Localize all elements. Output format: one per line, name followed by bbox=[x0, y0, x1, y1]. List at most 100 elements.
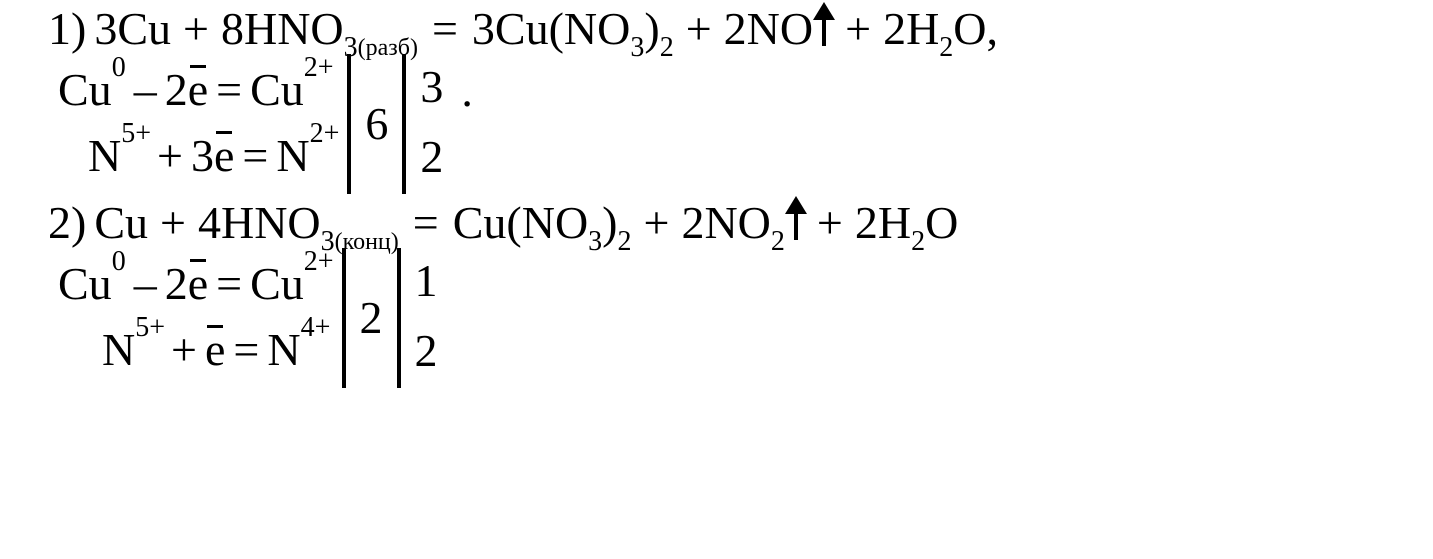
eq1-annot: (разб) bbox=[358, 36, 418, 60]
plus-sign: + bbox=[686, 6, 712, 52]
balance1-reduction: N 5+ + 3 e = N 2+ bbox=[58, 126, 339, 186]
balance2-halfreactions: Cu 0 – 2 e = Cu 2+ N 5+ + e bbox=[58, 248, 334, 388]
gas-arrow-icon bbox=[785, 200, 807, 246]
electron-symbol: e bbox=[188, 67, 208, 113]
eq2-coef-no2: 2 bbox=[681, 200, 704, 246]
b2-ox-ecoef: 2 bbox=[165, 261, 188, 307]
equals-sign: = bbox=[216, 67, 242, 113]
b1-ox-ecoef: 2 bbox=[165, 67, 188, 113]
b2-ox-from: 0 bbox=[112, 248, 126, 276]
eq2-no: NO bbox=[704, 200, 770, 246]
b2-ox-to-sup: 2+ bbox=[304, 248, 334, 276]
eq1-cuno: Cu(NO bbox=[495, 6, 630, 52]
b1-trail: . bbox=[461, 68, 473, 114]
eq1-coef-cu: 3 bbox=[94, 6, 117, 52]
equals-sign: = bbox=[413, 200, 439, 246]
divider-bar-icon bbox=[342, 248, 346, 388]
eq1-hno: HNO bbox=[244, 6, 344, 52]
eq1-cuno-sub2: 2 bbox=[660, 34, 674, 62]
balance2-reduction: N 5+ + e = N 4+ bbox=[58, 320, 334, 380]
plus-sign: + bbox=[183, 6, 209, 52]
eq1-cuno-close: ) bbox=[644, 6, 659, 52]
b1-red-to-sup: 2+ bbox=[310, 120, 340, 148]
electron-symbol: e bbox=[188, 261, 208, 307]
eq2-cuno-sub2: 2 bbox=[618, 228, 632, 256]
equals-sign: = bbox=[432, 6, 458, 52]
electron-symbol: e bbox=[205, 327, 225, 373]
b1-red-to-el: N bbox=[276, 133, 309, 179]
balance1-multipliers: 3 2 bbox=[414, 54, 443, 194]
page-root: 1) 3 Cu + 8 HNO 3 (разб) = 3 Cu(NO 3 ) 2… bbox=[0, 0, 1433, 559]
plus-sign: + bbox=[817, 200, 843, 246]
b2-red-to-sup: 4+ bbox=[301, 314, 331, 342]
b2-lcm: 2 bbox=[360, 295, 383, 341]
minus-sign: – bbox=[134, 67, 157, 113]
b2-red-to-el: N bbox=[267, 327, 300, 373]
electron-symbol: e bbox=[214, 133, 234, 179]
b1-ox-to-sup: 2+ bbox=[304, 54, 334, 82]
b1-lcm: 6 bbox=[365, 101, 388, 147]
eq2-cuno-sub1: 3 bbox=[588, 228, 602, 256]
b1-red-from: 5+ bbox=[121, 120, 151, 148]
b2-red-from: 5+ bbox=[135, 314, 165, 342]
equals-sign: = bbox=[216, 261, 242, 307]
equation-1: 1) 3 Cu + 8 HNO 3 (разб) = 3 Cu(NO 3 ) 2… bbox=[48, 6, 1433, 52]
equals-sign: = bbox=[233, 327, 259, 373]
eq1-h-sub: 2 bbox=[939, 34, 953, 62]
plus-sign: + bbox=[644, 200, 670, 246]
eq2-cu: Cu bbox=[94, 200, 148, 246]
equals-sign: = bbox=[242, 133, 268, 179]
eq1-cu: Cu bbox=[117, 6, 171, 52]
plus-sign: + bbox=[171, 327, 197, 373]
eq2-cuno: Cu(NO bbox=[453, 200, 588, 246]
eq1-no: NO bbox=[747, 6, 813, 52]
b2-ox-el: Cu bbox=[58, 261, 112, 307]
eq2-annot: (конц) bbox=[335, 230, 399, 254]
eq1-coef-no: 2 bbox=[724, 6, 747, 52]
b1-ox-el: Cu bbox=[58, 67, 112, 113]
eq1-h: H bbox=[906, 6, 939, 52]
balance1-lcm: 6 bbox=[359, 54, 394, 194]
b1-ox-from: 0 bbox=[112, 54, 126, 82]
eq1-o: O bbox=[953, 6, 986, 52]
minus-sign: – bbox=[134, 261, 157, 307]
balance2-lcm: 2 bbox=[354, 248, 389, 388]
divider-bar-icon bbox=[347, 54, 351, 194]
plus-sign: + bbox=[157, 133, 183, 179]
eq2-hno: HNO bbox=[221, 200, 321, 246]
b1-mult-red: 2 bbox=[420, 134, 443, 180]
balance1-oxidation: Cu 0 – 2 e = Cu 2+ bbox=[58, 60, 339, 120]
eq2-cuno-close: ) bbox=[602, 200, 617, 246]
plus-sign: + bbox=[160, 200, 186, 246]
b1-red-el: N bbox=[88, 133, 121, 179]
electron-balance-2: Cu 0 – 2 e = Cu 2+ N 5+ + e bbox=[58, 248, 1433, 388]
eq2-coef-h2o: 2 bbox=[855, 200, 878, 246]
gas-arrow-icon bbox=[813, 6, 835, 52]
b2-red-el: N bbox=[102, 327, 135, 373]
eq2-no-sub: 2 bbox=[771, 228, 785, 256]
b1-red-ecoef: 3 bbox=[191, 133, 214, 179]
balance2-multipliers: 1 2 bbox=[409, 248, 438, 388]
eq1-cuno-sub1: 3 bbox=[630, 34, 644, 62]
plus-sign: + bbox=[845, 6, 871, 52]
eq1-hno-sub: 3 bbox=[344, 34, 358, 62]
b2-mult-ox: 1 bbox=[415, 258, 438, 304]
eq1-label: 1) bbox=[48, 6, 86, 52]
eq1-coef-cuno3: 3 bbox=[472, 6, 495, 52]
equation-2: 2) Cu + 4 HNO 3 (конц) = Cu(NO 3 ) 2 + 2… bbox=[48, 200, 1433, 246]
eq1-coef-h2o: 2 bbox=[883, 6, 906, 52]
b2-ox-to-el: Cu bbox=[250, 261, 304, 307]
divider-bar-icon bbox=[402, 54, 406, 194]
eq1-tail: , bbox=[987, 6, 999, 52]
eq2-h: H bbox=[878, 200, 911, 246]
eq2-h-sub: 2 bbox=[911, 228, 925, 256]
eq2-label: 2) bbox=[48, 200, 86, 246]
balance2-oxidation: Cu 0 – 2 e = Cu 2+ bbox=[58, 254, 334, 314]
eq2-o: O bbox=[925, 200, 958, 246]
divider-bar-icon bbox=[397, 248, 401, 388]
balance1-halfreactions: Cu 0 – 2 e = Cu 2+ N 5+ + 3 e bbox=[58, 54, 339, 194]
b2-mult-red: 2 bbox=[415, 328, 438, 374]
eq2-coef-hno3: 4 bbox=[198, 200, 221, 246]
b1-mult-ox: 3 bbox=[420, 64, 443, 110]
electron-balance-1: Cu 0 – 2 e = Cu 2+ N 5+ + 3 e bbox=[58, 54, 1433, 194]
